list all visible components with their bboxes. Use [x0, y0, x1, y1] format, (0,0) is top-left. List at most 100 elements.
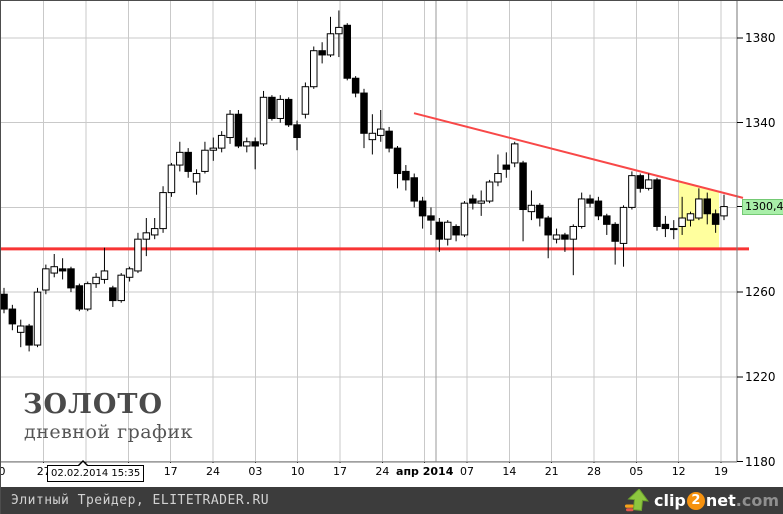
- candle-body: [594, 200, 603, 217]
- x-axis-label: 17: [163, 465, 178, 478]
- footer-credit: Элитный Трейдер, ELITETRADER.RU: [11, 493, 270, 508]
- candle-body: [385, 130, 393, 149]
- candle-body: [485, 181, 494, 202]
- candle-body: [209, 147, 218, 151]
- candle-body: [58, 268, 67, 272]
- candle-body: [603, 215, 611, 225]
- trendline: [413, 112, 744, 199]
- chart-subtitle: дневной график: [24, 421, 193, 443]
- candle-body: [343, 24, 352, 79]
- candle-body: [686, 213, 695, 221]
- price-chart[interactable]: [1, 1, 783, 463]
- x-axis-label: 24: [206, 465, 220, 478]
- candle-body: [33, 291, 42, 346]
- candle-body: [293, 124, 301, 139]
- candle-body: [678, 217, 686, 227]
- candle-body: [376, 128, 385, 136]
- candle-body: [310, 50, 318, 88]
- candle-body: [326, 33, 335, 56]
- candle-body: [201, 149, 209, 172]
- candle-body: [393, 147, 402, 175]
- candle-body: [435, 221, 444, 240]
- candle-body: [117, 274, 125, 302]
- y-axis-label: 1220: [745, 369, 776, 384]
- x-axis-label: 21: [544, 465, 559, 478]
- x-axis-label: 05: [629, 465, 644, 478]
- candle-body: [234, 113, 243, 147]
- footer-bar: Элитный Трейдер, ELITETRADER.RU clip 2 n…: [1, 487, 783, 514]
- y-axis-label: 1340: [745, 115, 776, 130]
- clip2net-2-badge: 2: [686, 491, 705, 510]
- clip2net-clip-text: clip: [653, 491, 686, 510]
- candle-body: [150, 228, 159, 236]
- candle-body: [695, 198, 703, 219]
- candle-body: [636, 175, 645, 189]
- crosshair-date-box[interactable]: 02.02.2014 15:35: [47, 460, 145, 482]
- candle-body: [552, 234, 561, 240]
- candle-body: [67, 268, 75, 289]
- candle-body: [494, 173, 502, 183]
- candle-body: [711, 213, 720, 225]
- candle-body: [92, 276, 100, 285]
- x-axis-label: 03: [248, 465, 263, 478]
- candle-body: [628, 175, 636, 208]
- last-price-tag: 1300,4: [742, 198, 783, 215]
- candle-body: [134, 238, 142, 272]
- candle-body: [577, 198, 586, 227]
- candle-body: [184, 151, 192, 172]
- candle-body: [586, 198, 594, 204]
- candle-body: [611, 223, 619, 242]
- candle-body: [75, 285, 84, 310]
- candle-body: [544, 217, 552, 236]
- candle-body: [561, 234, 569, 240]
- candle-body: [644, 179, 653, 189]
- candle-body: [243, 141, 251, 147]
- candle-body: [1, 293, 8, 310]
- clip2net-watermark[interactable]: clip 2 net .com: [624, 489, 779, 512]
- candle-body: [410, 177, 418, 202]
- candle-body: [42, 268, 50, 291]
- candle-body: [469, 198, 477, 204]
- candle-body: [460, 202, 469, 236]
- x-axis-label: 17: [333, 465, 347, 478]
- candle-body: [192, 173, 201, 183]
- candle-body: [351, 77, 360, 94]
- candle-body: [368, 132, 377, 141]
- candle-body: [569, 225, 578, 240]
- candle-body: [83, 283, 92, 310]
- candle-body: [284, 98, 293, 126]
- candle-body: [527, 204, 536, 213]
- candle-body: [276, 98, 285, 119]
- candle-body: [251, 141, 259, 147]
- candle-body: [335, 26, 343, 35]
- candle-body: [402, 170, 410, 181]
- candle-body: [226, 113, 234, 139]
- clip2net-net-text: net: [705, 491, 736, 510]
- candle-body: [268, 96, 276, 119]
- candle-body: [477, 200, 485, 204]
- candle-body: [125, 268, 134, 278]
- candle-body: [360, 92, 368, 134]
- candle-body: [661, 223, 670, 230]
- candle-body: [301, 86, 310, 115]
- candle-body: [510, 143, 519, 164]
- candle-body: [502, 164, 511, 170]
- candle-body: [109, 287, 117, 302]
- candle-body: [167, 164, 176, 194]
- y-axis-label: 1180: [745, 454, 776, 469]
- candle-body: [217, 134, 226, 149]
- candle-body: [720, 206, 728, 217]
- candle-body: [653, 179, 661, 227]
- candle-body: [259, 96, 268, 145]
- candle-body: [100, 270, 109, 280]
- x-axis-label: 07: [460, 465, 474, 478]
- x-axis-label: 19: [714, 465, 728, 478]
- candle-body: [16, 325, 25, 333]
- x-axis-label: 0: [1, 465, 6, 478]
- x-axis-label: 28: [587, 465, 601, 478]
- candle-body: [142, 232, 151, 240]
- candle-body: [176, 151, 184, 166]
- candle-body: [519, 162, 527, 211]
- x-axis-label: 10: [290, 465, 305, 478]
